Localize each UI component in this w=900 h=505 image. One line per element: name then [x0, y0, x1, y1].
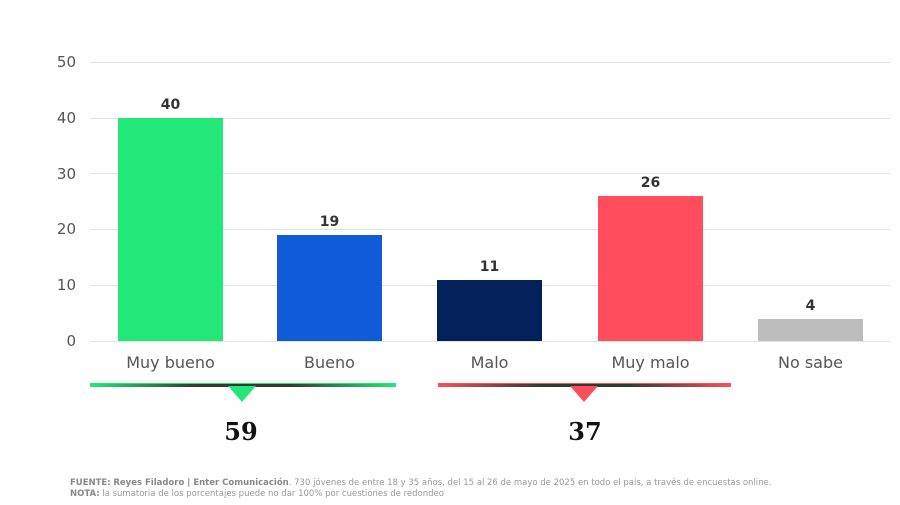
group-bracket-negative — [438, 384, 731, 387]
footnote-source: FUENTE: Reyes Filadoro | Enter Comunicac… — [70, 478, 772, 489]
x-axis-baseline — [90, 341, 890, 342]
category-label: No sabe — [778, 353, 843, 372]
category-label: Muy malo — [611, 353, 690, 372]
source-label: FUENTE: — [70, 478, 111, 488]
bar-muy-malo — [598, 195, 703, 341]
group-total-positive: 59 — [224, 417, 258, 446]
y-tick-50: 50 — [56, 53, 76, 71]
bar-no-sabe — [758, 318, 863, 341]
footnote-note: NOTA: la sumatoria de los porcentajes pu… — [70, 489, 444, 500]
note-text: la sumatoria de los porcentajes puede no… — [99, 489, 444, 499]
y-tick-0: 0 — [66, 332, 76, 350]
category-label: Muy bueno — [126, 353, 215, 372]
group-arrow-positive — [228, 386, 256, 402]
y-tick-30: 30 — [56, 165, 76, 183]
source-name: Reyes Filadoro | Enter Comunicación — [113, 478, 289, 488]
bar-value-label: 4 — [805, 297, 816, 314]
gridline — [90, 118, 890, 119]
group-bracket-positive — [90, 384, 396, 387]
note-label: NOTA: — [70, 489, 100, 499]
y-tick-10: 10 — [56, 276, 76, 294]
bar-value-label: 26 — [640, 174, 661, 191]
bar-value-label: 40 — [160, 96, 181, 113]
y-tick-20: 20 — [56, 220, 76, 238]
bar-value-label: 11 — [479, 258, 500, 275]
gridline — [90, 62, 890, 63]
bar-malo — [437, 279, 542, 341]
category-label: Bueno — [304, 353, 355, 372]
gridline — [90, 229, 890, 230]
category-label: Malo — [470, 353, 509, 372]
group-arrow-negative — [570, 386, 598, 402]
gridline — [90, 173, 890, 174]
bar-muy-bueno — [118, 117, 223, 341]
group-total-negative: 37 — [568, 417, 602, 446]
y-tick-40: 40 — [56, 109, 76, 127]
source-text: . 730 jóvenes de entre 18 y 35 años, del… — [288, 478, 772, 488]
bar-bueno — [277, 234, 382, 341]
bar-value-label: 19 — [319, 213, 340, 230]
